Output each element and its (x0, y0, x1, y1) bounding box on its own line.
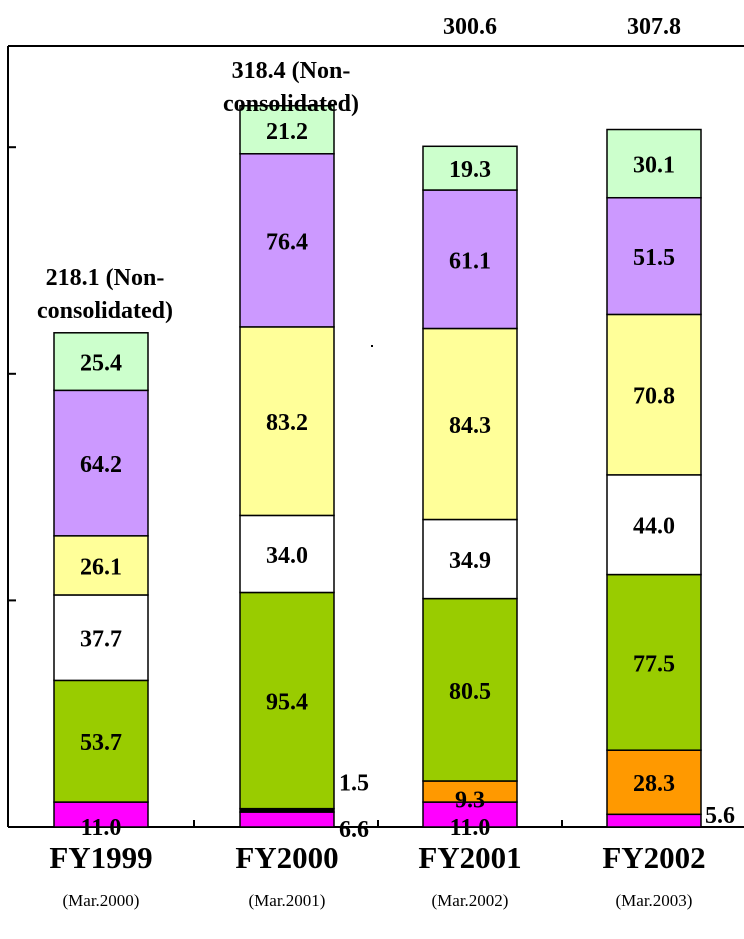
segment-label: 95.4 (266, 690, 308, 716)
stray-dot (371, 345, 373, 347)
segment-label: 77.5 (633, 651, 675, 677)
bar-segment (606, 128, 702, 199)
segment-label: 44.0 (633, 514, 675, 540)
segment-label: 11.0 (81, 815, 122, 841)
bar-segment (239, 326, 335, 517)
category-label: FY1999 (49, 840, 152, 875)
segment-label: 61.1 (449, 248, 491, 274)
total-label: consolidated) (37, 298, 173, 324)
bar-segment (422, 189, 518, 330)
segment-label: 5.6 (705, 803, 735, 829)
segment-label: 21.2 (266, 119, 308, 145)
category-label: FY2001 (418, 840, 521, 875)
segment-label: 26.1 (80, 554, 122, 580)
segment-label: 6.6 (339, 817, 369, 843)
category-sublabel: (Mar.2000) (63, 891, 140, 910)
bar-segment (606, 813, 702, 828)
segment-label: 37.7 (80, 627, 122, 653)
bar-segment (239, 811, 335, 828)
segment-label: 30.1 (633, 153, 675, 179)
segment-label: 80.5 (449, 679, 491, 705)
bar-segment (606, 313, 702, 476)
segment-label: 51.5 (633, 245, 675, 271)
bar-segment (422, 518, 518, 600)
segment-label: 34.9 (449, 548, 491, 574)
total-label: 218.1 (Non- (46, 265, 165, 291)
bar-segment (53, 389, 149, 537)
bar-segment (53, 332, 149, 392)
segment-label: 84.3 (449, 413, 491, 439)
segment-label: 9.3 (455, 788, 485, 814)
bar-segment (53, 535, 149, 596)
total-label: 307.8 (627, 14, 681, 40)
segment-label: 1.5 (339, 771, 369, 797)
segment-label: 53.7 (80, 730, 122, 756)
category-sublabel: (Mar.2003) (616, 891, 693, 910)
bar-segment (606, 573, 702, 751)
bar-segment (239, 591, 335, 810)
bar-segment (606, 749, 702, 816)
category-label: FY2000 (235, 840, 338, 875)
segment-label: 11.0 (450, 815, 491, 841)
bar-segment (422, 597, 518, 782)
bar-segment (53, 679, 149, 803)
category-label: FY2002 (602, 840, 705, 875)
segment-label: 70.8 (633, 384, 675, 410)
bar-segment (239, 104, 335, 155)
category-sublabel: (Mar.2001) (249, 891, 326, 910)
segment-label: 34.0 (266, 543, 308, 569)
bar-segment (239, 153, 335, 328)
total-label: consolidated) (223, 91, 359, 117)
segment-label: 76.4 (266, 229, 308, 255)
total-label: 318.4 (Non- (232, 58, 351, 84)
bar-segment (422, 327, 518, 521)
category-sublabel: (Mar.2002) (432, 891, 509, 910)
segment-label: 25.4 (80, 351, 122, 377)
segment-label: 19.3 (449, 157, 491, 183)
segment-label: 83.2 (266, 410, 308, 436)
bar-segment (606, 474, 702, 576)
segment-label: 64.2 (80, 452, 122, 478)
bar-segment (422, 145, 518, 191)
segment-label: 28.3 (633, 771, 675, 797)
bar-segment (422, 801, 518, 828)
bar-segment (606, 196, 702, 316)
total-label: 300.6 (443, 14, 497, 40)
